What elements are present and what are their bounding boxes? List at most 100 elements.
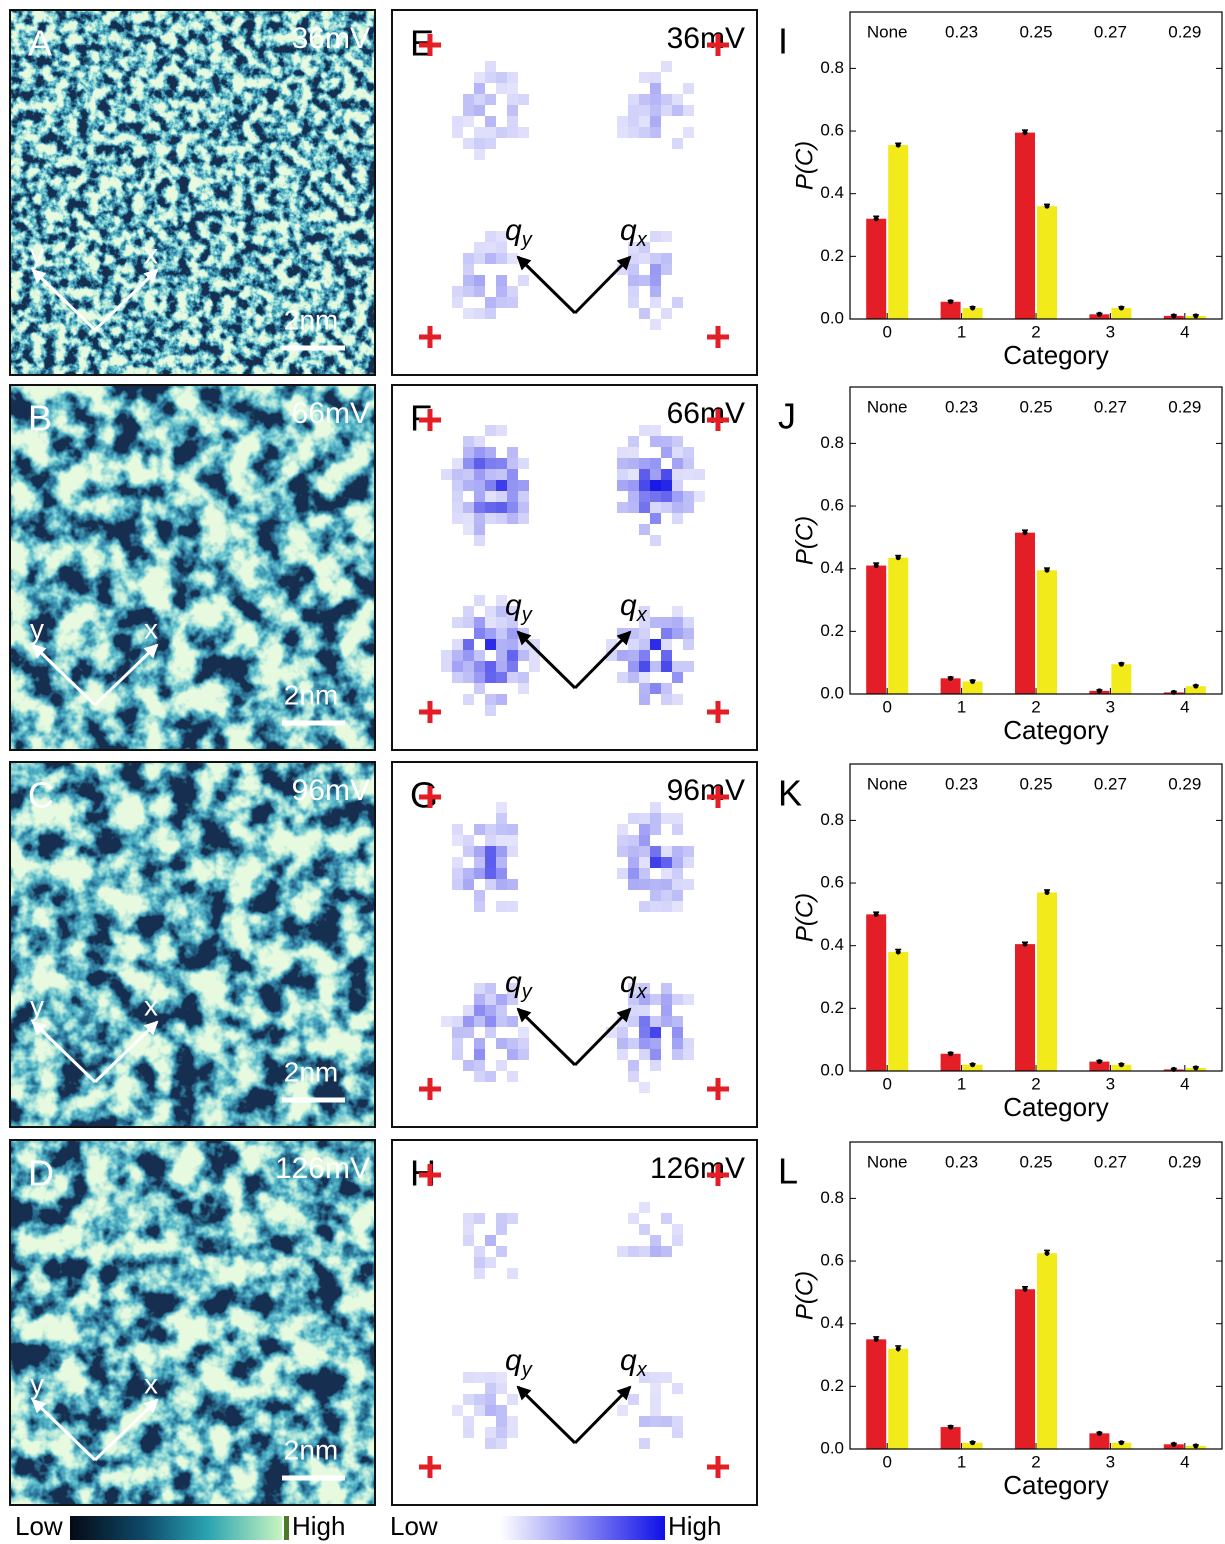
fft-pixel bbox=[441, 650, 452, 661]
fft-pixel bbox=[452, 879, 463, 890]
axis-x-label: x bbox=[144, 613, 158, 644]
fft-pixel bbox=[507, 458, 518, 469]
fft-pixel bbox=[694, 491, 705, 502]
bar-point bbox=[1022, 1286, 1028, 1292]
stm-image bbox=[9, 1139, 376, 1506]
q-arrow bbox=[573, 630, 632, 690]
fft-pixel bbox=[628, 286, 639, 297]
fft-pixel bbox=[463, 835, 474, 846]
fft-pixel bbox=[485, 469, 496, 480]
fft-pixel bbox=[496, 802, 507, 813]
fft-pixel bbox=[650, 469, 661, 480]
fft-pixel bbox=[518, 502, 529, 513]
fft-pixel bbox=[650, 480, 661, 491]
fft-pixel bbox=[628, 275, 639, 286]
fft-pixel bbox=[628, 458, 639, 469]
bar-point bbox=[1044, 1250, 1050, 1256]
fft-pixel bbox=[628, 661, 639, 672]
colorbar-low: Low bbox=[390, 1511, 438, 1541]
x-tick-label: 1 bbox=[957, 1452, 966, 1471]
fft-pixel bbox=[485, 1257, 496, 1268]
colorbar bbox=[70, 1516, 282, 1540]
fft-pixel bbox=[463, 1235, 474, 1246]
y-tick-label: 0.4 bbox=[820, 558, 844, 577]
fft-pixel bbox=[463, 1005, 474, 1016]
bar bbox=[940, 1053, 961, 1071]
fft-pixel bbox=[496, 1438, 507, 1449]
fft-pixel bbox=[452, 513, 463, 524]
fft-pixel bbox=[639, 1038, 650, 1049]
x-axis-title: Category bbox=[1003, 1470, 1109, 1500]
fft-pixel bbox=[639, 1224, 650, 1235]
fft-pixel bbox=[672, 469, 683, 480]
fft-pixel bbox=[496, 1383, 507, 1394]
bar bbox=[1111, 1064, 1132, 1071]
fft-pixel bbox=[650, 264, 661, 275]
fft-pixel bbox=[518, 94, 529, 105]
fft-pixel bbox=[463, 1060, 474, 1071]
fft-pixel bbox=[683, 502, 694, 513]
fft-pixel bbox=[617, 480, 628, 491]
q-arrow bbox=[516, 255, 577, 315]
fft-pixel bbox=[496, 1246, 507, 1257]
q-sub: x bbox=[636, 229, 648, 251]
fft-pixel bbox=[474, 138, 485, 149]
fft-pixel bbox=[672, 694, 683, 705]
fft-pixel bbox=[683, 639, 694, 650]
fft-pixel bbox=[683, 1038, 694, 1049]
fft-pixel bbox=[496, 1372, 507, 1383]
fft-pixel bbox=[496, 72, 507, 83]
fft-pixel bbox=[463, 502, 474, 513]
fft-pixel bbox=[518, 683, 529, 694]
fft-pixel bbox=[650, 502, 661, 513]
fft-pixel bbox=[496, 1416, 507, 1427]
fft-pixel bbox=[672, 661, 683, 672]
fft-pixel bbox=[518, 480, 529, 491]
fft-pixel bbox=[628, 242, 639, 253]
fft-pixel bbox=[617, 116, 628, 127]
fft-pixel bbox=[661, 264, 672, 275]
fft-pixel bbox=[518, 650, 529, 661]
fft-pixel bbox=[617, 672, 628, 683]
fft-pixel bbox=[672, 447, 683, 458]
fft-pixel bbox=[474, 628, 485, 639]
fft-pixel bbox=[441, 469, 452, 480]
fft-pixel bbox=[672, 824, 683, 835]
y-tick-label: 0.0 bbox=[820, 1438, 844, 1457]
fft-pixel bbox=[650, 1246, 661, 1257]
fft-pixel bbox=[463, 524, 474, 535]
fft-pixel bbox=[628, 983, 639, 994]
fft-pixel bbox=[485, 1016, 496, 1027]
y-axis-title: P(C) bbox=[791, 516, 818, 565]
bar bbox=[962, 681, 983, 694]
fft-pixel bbox=[683, 105, 694, 116]
fft-pixel bbox=[672, 628, 683, 639]
fft-pixel bbox=[672, 105, 683, 116]
fft-pixel bbox=[507, 1268, 518, 1279]
q-base: q bbox=[505, 1344, 522, 1377]
fft-pixel bbox=[617, 846, 628, 857]
bar bbox=[888, 1348, 909, 1449]
fft-pixel bbox=[639, 835, 650, 846]
fft-pixel bbox=[452, 469, 463, 480]
fft-pixel bbox=[617, 127, 628, 138]
fft-pixel bbox=[463, 1427, 474, 1438]
fft-pixel bbox=[496, 639, 507, 650]
fft-pixel bbox=[628, 1246, 639, 1257]
fft-pixel bbox=[639, 1005, 650, 1016]
fft-pixel bbox=[628, 994, 639, 1005]
fft-pixel bbox=[463, 513, 474, 524]
fft-pixel bbox=[485, 308, 496, 319]
fft-pixel bbox=[452, 491, 463, 502]
fft-pixel bbox=[661, 901, 672, 912]
bar-point bbox=[1096, 1430, 1102, 1436]
fft-pixel bbox=[496, 694, 507, 705]
fft-pixel bbox=[507, 846, 518, 857]
fft-pixel bbox=[672, 1038, 683, 1049]
fft-pixel bbox=[485, 868, 496, 879]
fft-pixel bbox=[507, 628, 518, 639]
fft-pixel bbox=[507, 1416, 518, 1427]
fft-pixel bbox=[507, 835, 518, 846]
fft-pixel bbox=[507, 672, 518, 683]
